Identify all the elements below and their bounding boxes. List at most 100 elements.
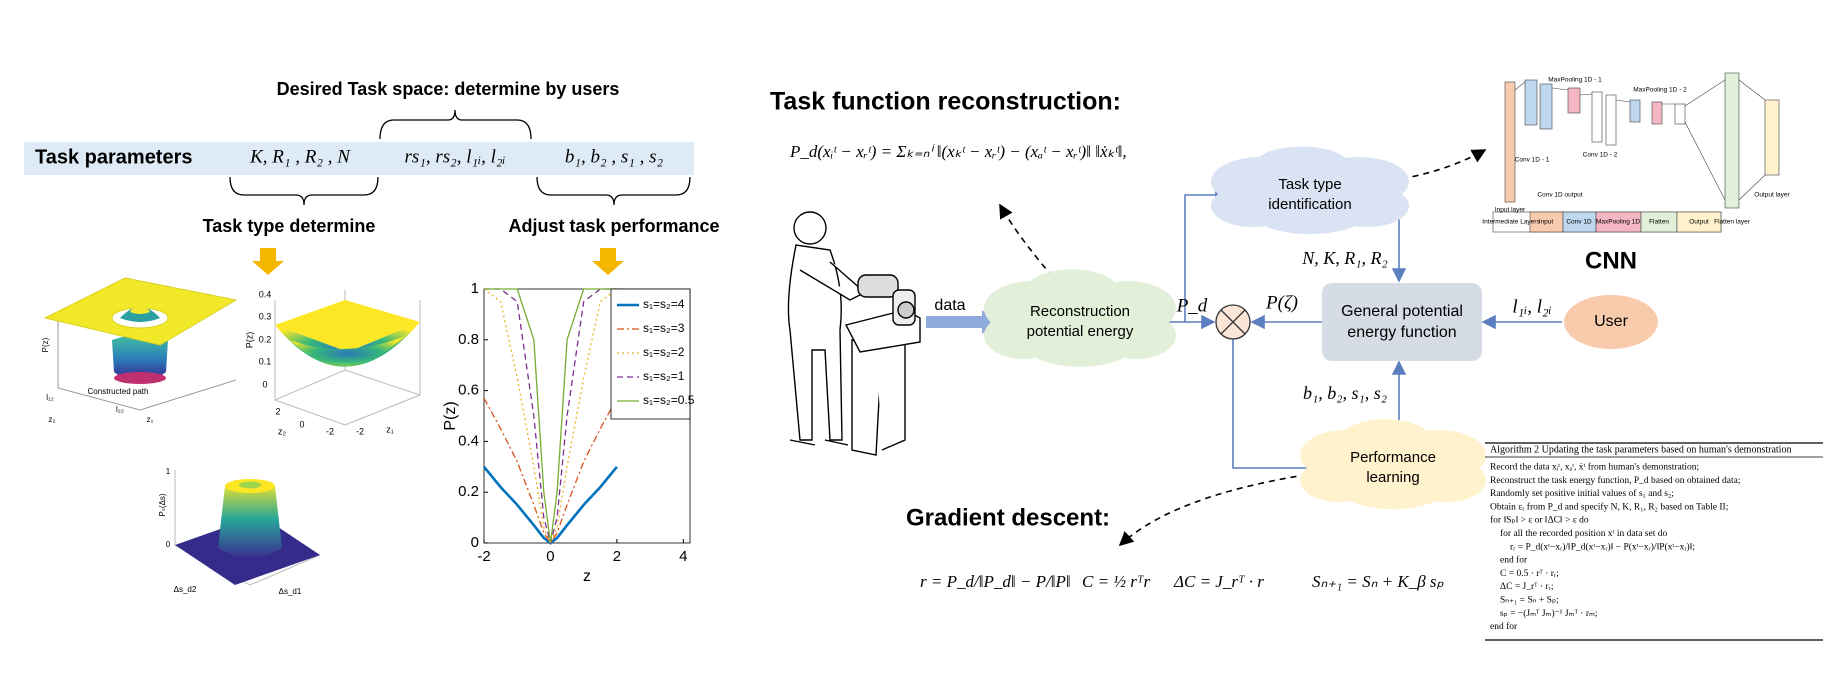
cnn-diagram: Input layer Conv 1D - 1 MaxPooling 1D - 1 C… <box>1482 72 1791 233</box>
axis-text: 0.4 <box>259 289 272 299</box>
cnn-legend-label: Input <box>1539 219 1554 226</box>
algorithm-line: end for <box>1500 555 1528 566</box>
task-type-node-text: Task type <box>1278 176 1341 193</box>
axis-text: z₂ <box>48 415 55 424</box>
cloud-lobe <box>1024 269 1120 317</box>
axis-text: Δs_d1 <box>279 587 302 596</box>
y-tick-label: 0 <box>471 534 479 551</box>
axis-text: P(z) <box>244 332 254 349</box>
y-tick-label: 0.2 <box>458 483 479 500</box>
gradient-formula: Sₙ₊₁ = Sₙ + K_β sₚ <box>1312 572 1445 591</box>
brace <box>536 176 691 206</box>
line-chart: 00.20.40.60.81-2 0 2 4P(z)zs₁=s₂=4s₁=s₂=3s₁… <box>442 280 695 585</box>
cnn-layer-label: Flatten layer <box>1714 219 1751 226</box>
y-tick-label: 0.6 <box>458 382 479 399</box>
algorithm-line: rᵣ = P_d(xᵗ−xᵣ)/‖P_d(xᵗ−xᵣ)‖ − P(xᵗ−xᵣ)/… <box>1510 541 1695 552</box>
x-tick-label: -2 <box>477 548 490 565</box>
param-group: rs₁, rs₂, l₁ᵢ, l₂ᵢ <box>404 146 505 167</box>
type-params: N, K, R₁, R₂ <box>1301 248 1388 268</box>
legend-label: s₁=s₂=3 <box>643 321 685 335</box>
axis-text: 0 <box>166 540 171 549</box>
series-line <box>484 288 617 544</box>
performance-node-text: learning <box>1366 469 1419 486</box>
x-tick-label: 4 <box>679 548 687 565</box>
surface-plot <box>43 277 238 411</box>
algorithm-box <box>1485 442 1823 641</box>
algorithm-line: sₚ = −(Jₘᵀ Jₘ)⁻¹ Jₘᵀ · rₘ; <box>1500 608 1598 619</box>
legend-box <box>610 288 691 420</box>
gradient-formula: ΔC = J_rᵀ · r <box>1173 572 1264 591</box>
cnn-layer-label: Input layer <box>1495 207 1526 214</box>
algorithm-line: Randomly set positive initial values of … <box>1490 488 1674 499</box>
cnn-legend-label: Conv 1D <box>1566 219 1592 226</box>
task-type-label: Task type determine <box>203 216 376 236</box>
axis-text: Pₛ(Δs) <box>158 493 167 516</box>
cnn-layer-label: Conv 1D - 2 <box>1583 152 1618 159</box>
algorithm-line: C = 0.5 · rᵀ · rᵣ; <box>1500 569 1559 579</box>
algorithm-line: for ‖Sₚ‖ > ε or ‖ΔC‖ > ε do <box>1490 515 1589 526</box>
surface-plot <box>174 470 321 586</box>
param-label: Task parameters <box>35 146 193 168</box>
cnn-layer-label: Conv 1D - 1 <box>1515 157 1550 164</box>
algorithm-line: Sₙ₊₁ = Sₙ + Sₚ; <box>1500 595 1559 605</box>
axis-text: 0 <box>299 419 304 429</box>
pd-label: P_d <box>1176 295 1208 316</box>
algorithm-line: for all the recorded position xᵗ in data… <box>1500 528 1667 539</box>
cnn-legend-label: MaxPooling 1D <box>1596 219 1640 226</box>
y-tick-label: 0.8 <box>458 331 479 348</box>
x-tick-label: 0 <box>546 548 554 565</box>
general-node-text: energy function <box>1347 324 1456 341</box>
series-line <box>483 397 618 545</box>
legend-label: s₁=s₂=4 <box>643 297 685 311</box>
legend-label: s₁=s₂=0.5 <box>643 393 695 407</box>
axis-text: -2 <box>326 426 334 436</box>
adjust-label: Adjust task performance <box>508 216 719 236</box>
cloud-lobe <box>1024 320 1136 367</box>
reconstruction-formula: P_d(xᵢᵗ − xᵣᵗ) = Σₖ₌ₙⁱ ‖(xₖᵗ − xᵣᵗ) − (x… <box>789 142 1127 161</box>
cloud-node <box>1211 146 1409 234</box>
cnn-legend-label: Flatten <box>1649 219 1669 226</box>
performance-node-text: Performance <box>1350 449 1436 466</box>
down-arrow <box>592 248 624 275</box>
axis-text: -2 <box>356 426 364 436</box>
y-tick-label: 0.4 <box>458 432 479 449</box>
cnn-layer-label: Conv 1D output <box>1537 192 1582 199</box>
axis-text: z₁ <box>147 415 154 424</box>
param-group: b₁, b₂ , s₁ , s₂ <box>565 146 664 167</box>
legend-label: s₁=s₂=1 <box>643 369 685 383</box>
cloud-lobe <box>1338 419 1432 463</box>
x-axis-label: z <box>583 568 591 585</box>
axis-text: 0 <box>262 379 267 389</box>
cnn-legend-label: Intermediate Layers <box>1482 219 1540 226</box>
axis-text: Constructed path <box>88 387 149 396</box>
axis-text: z₁ <box>386 424 394 434</box>
surface-plot <box>274 290 421 426</box>
cnn-legend-label: Output <box>1689 219 1709 226</box>
cloud-lobe <box>1338 466 1448 510</box>
general-node <box>1322 283 1482 361</box>
gradient-formula: C = ½ rᵀr <box>1082 572 1150 591</box>
task-type-node-text: identification <box>1268 196 1351 213</box>
user-node <box>1564 295 1658 349</box>
general-node-text: General potential <box>1341 303 1463 320</box>
axis-text: 2 <box>275 406 280 416</box>
axis-text: z₂ <box>278 426 287 436</box>
reconstruction-node-text: potential energy <box>1027 323 1134 340</box>
axis-text: 0.3 <box>259 311 272 321</box>
axis-text: P(z) <box>41 337 50 352</box>
y-tick-label: 1 <box>471 280 479 297</box>
down-arrow <box>252 248 284 275</box>
cloud-node <box>1300 419 1486 510</box>
reconstruction-node-text: Reconstruction <box>1030 303 1130 320</box>
legend-label: s₁=s₂=2 <box>643 345 685 359</box>
brace <box>379 109 532 140</box>
desired-label: Desired Task space: determine by users <box>277 79 620 99</box>
brace <box>229 176 379 206</box>
pzeta-label: P(ζ) <box>1265 292 1298 313</box>
param-bar <box>24 142 694 175</box>
cloud-lobe <box>1252 146 1352 189</box>
reconstruction-title: Task function reconstruction: <box>770 88 1121 116</box>
axis-text: 0.1 <box>259 356 272 366</box>
cloud-node <box>984 269 1176 367</box>
